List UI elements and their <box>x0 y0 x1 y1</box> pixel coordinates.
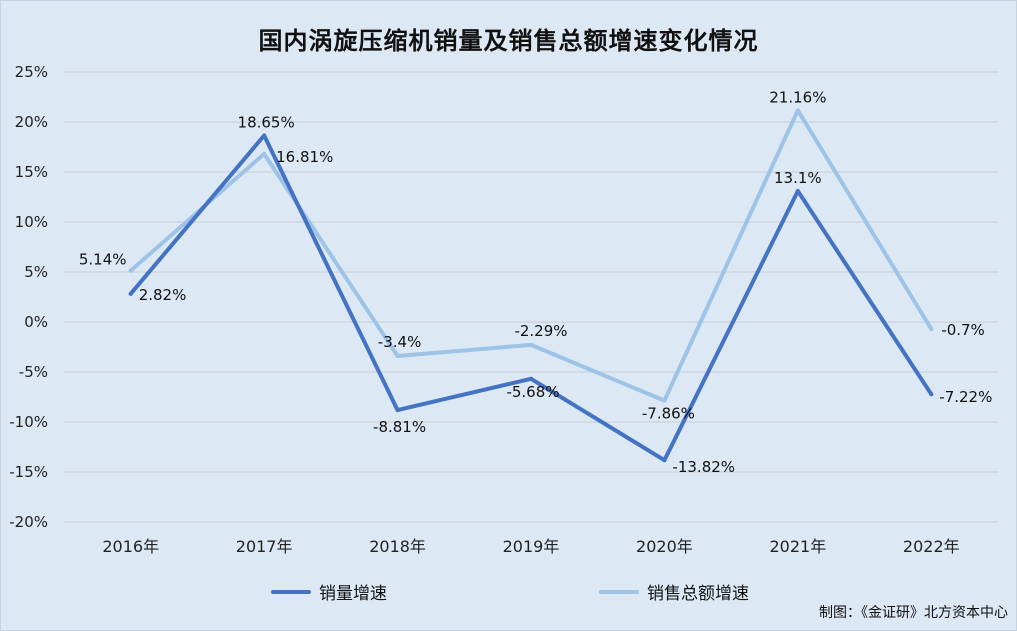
data-label-sales-volume: -7.22% <box>939 388 992 406</box>
data-label-sales-amount: 5.14% <box>79 251 127 269</box>
data-label-sales-amount: -3.4% <box>378 333 422 351</box>
data-point-sales-amount <box>128 268 133 273</box>
x-tick-label: 2018年 <box>369 537 426 556</box>
data-label-sales-volume: -8.81% <box>373 418 426 436</box>
data-point-sales-volume <box>795 189 800 193</box>
legend-label-sales-amount: 销售总额增速 <box>647 584 749 604</box>
data-label-sales-volume: 2.82% <box>139 286 187 304</box>
data-label-sales-volume: -13.82% <box>672 458 735 476</box>
x-tick-label: 2019年 <box>503 537 560 556</box>
x-tick-label: 2022年 <box>903 537 960 556</box>
legend-swatch-sales-volume <box>271 589 311 594</box>
y-tick-label: -10% <box>9 413 48 431</box>
y-tick-label: 20% <box>15 113 48 131</box>
data-label-sales-amount: -2.29% <box>514 322 567 340</box>
data-point-sales-volume <box>262 133 267 138</box>
chart-title: 国内涡旋压缩机销量及销售总额增速变化情况 <box>258 27 759 55</box>
source-note: 制图：《金证研》北方资本中心 <box>819 605 1008 621</box>
data-point-sales-volume <box>128 291 133 296</box>
data-point-sales-amount <box>395 354 400 358</box>
data-label-sales-amount: 21.16% <box>769 88 826 106</box>
data-label-sales-volume: 18.65% <box>238 114 295 132</box>
y-tick-label: 0% <box>24 313 48 331</box>
legend-swatch-sales-amount <box>599 589 639 594</box>
y-tick-label: -15% <box>9 463 48 481</box>
legend-item-sales-volume[interactable]: 销量增速 <box>271 579 387 604</box>
y-tick-label: 10% <box>15 213 48 231</box>
data-point-sales-volume <box>662 458 667 463</box>
data-point-sales-amount <box>529 342 533 347</box>
data-label-sales-volume: 13.1% <box>774 169 822 187</box>
data-label-sales-amount: 16.81% <box>276 148 333 166</box>
x-tick-label: 2017年 <box>236 537 293 556</box>
y-tick-label: 15% <box>15 163 48 181</box>
data-point-sales-amount <box>929 327 934 331</box>
y-tick-label: 25% <box>15 63 48 81</box>
legend-item-sales-amount[interactable]: 销售总额增速 <box>599 579 749 604</box>
x-tick-label: 2016年 <box>102 537 159 556</box>
data-point-sales-volume <box>395 408 400 413</box>
data-label-sales-amount: -0.7% <box>941 321 985 339</box>
data-point-sales-volume <box>529 376 533 381</box>
legend-label-sales-volume: 销量增速 <box>319 584 387 604</box>
y-tick-label: 5% <box>24 263 48 281</box>
data-point-sales-amount <box>662 398 667 403</box>
data-point-sales-amount <box>795 108 800 113</box>
x-tick-label: 2021年 <box>769 537 826 556</box>
data-label-sales-amount: -7.86% <box>642 405 695 423</box>
data-label-sales-volume: -5.68% <box>506 383 559 401</box>
y-tick-label: -20% <box>9 513 48 531</box>
y-tick-label: -5% <box>19 363 48 381</box>
data-point-sales-volume <box>929 392 934 397</box>
data-point-sales-amount <box>262 151 267 156</box>
x-tick-label: 2020年 <box>636 537 693 556</box>
